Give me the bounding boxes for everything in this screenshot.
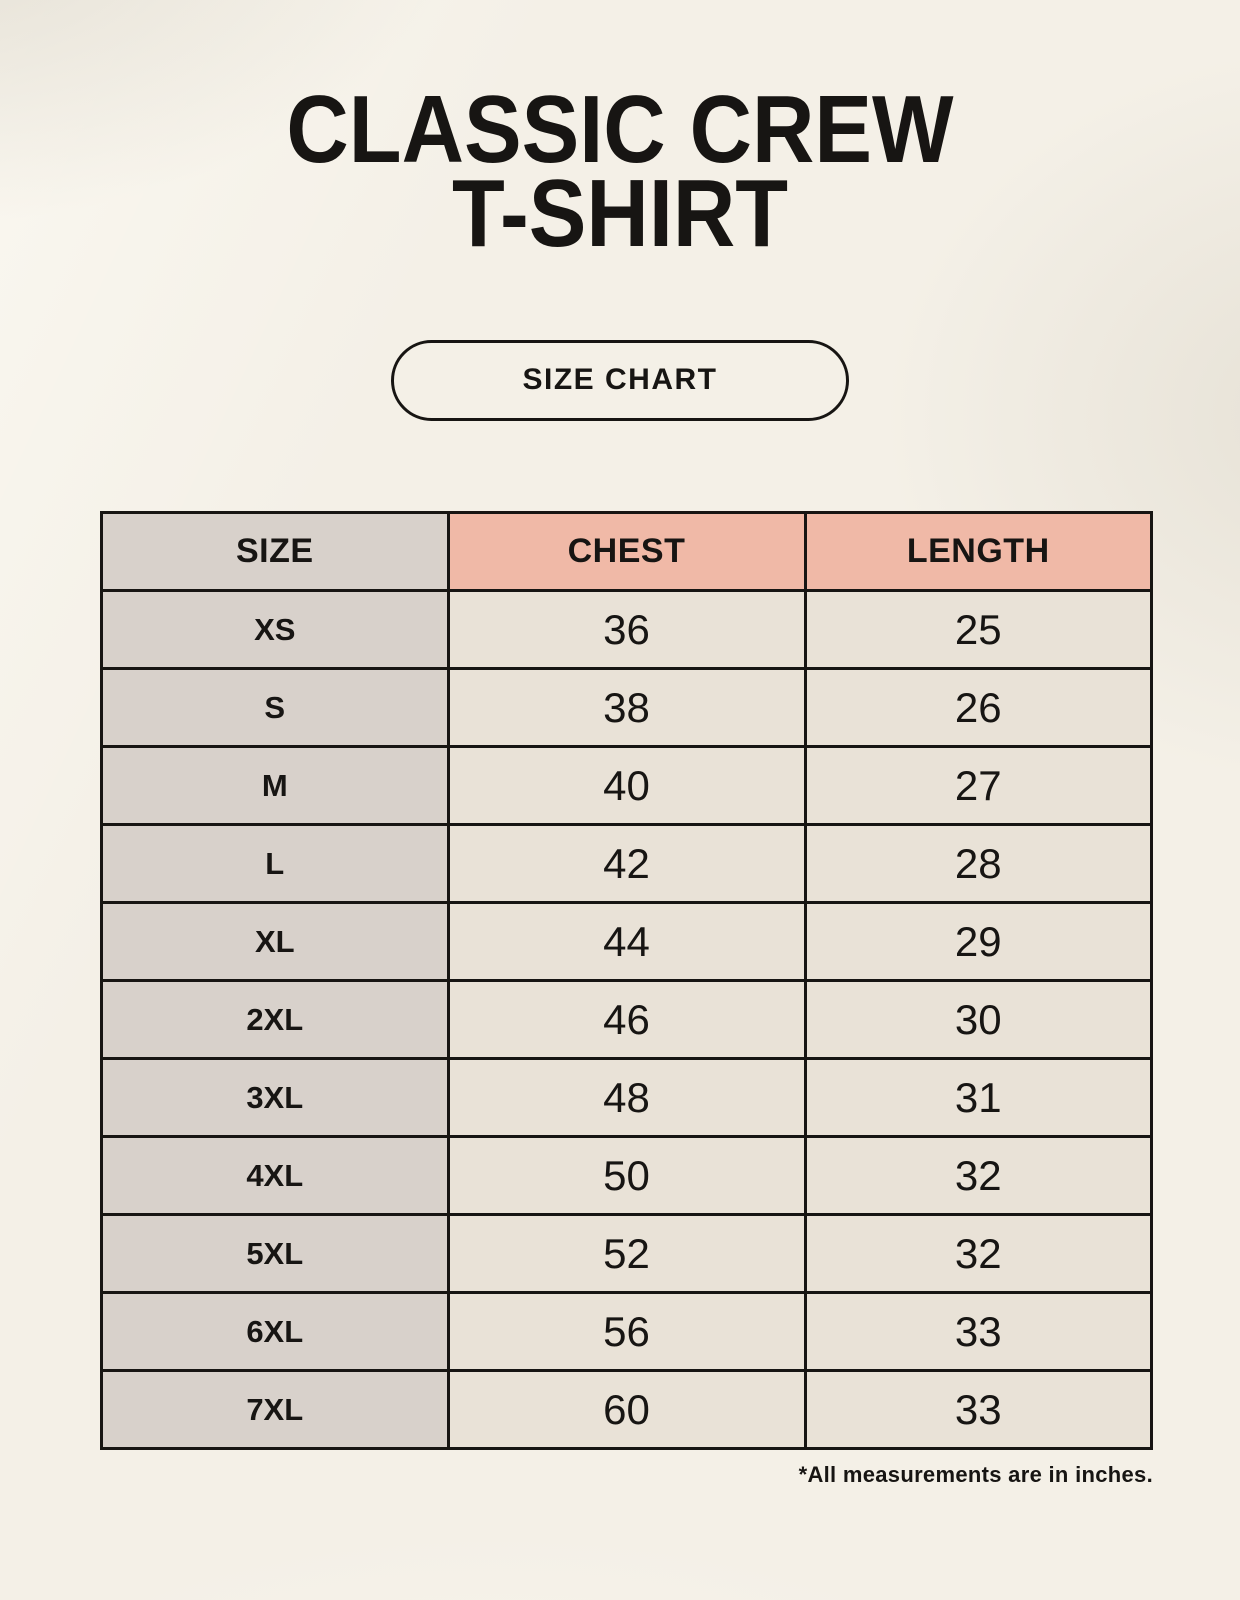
length-cell: 33 <box>803 1291 1153 1372</box>
page-title-line1: CLASSIC CREW <box>286 76 954 183</box>
table-row: XS 36 25 <box>100 589 1153 670</box>
size-cell: 3XL <box>100 1057 450 1138</box>
size-table-header: SIZE CHEST LENGTH <box>100 511 1153 592</box>
length-cell: 32 <box>803 1135 1153 1216</box>
length-cell: 30 <box>803 979 1153 1060</box>
size-cell: 6XL <box>100 1291 450 1372</box>
column-header-size: SIZE <box>100 511 450 592</box>
chest-cell: 56 <box>446 1291 807 1372</box>
size-cell: 4XL <box>100 1135 450 1216</box>
table-row: 5XL 52 32 <box>100 1213 1153 1294</box>
chest-cell: 50 <box>446 1135 807 1216</box>
length-cell: 32 <box>803 1213 1153 1294</box>
size-cell: 2XL <box>100 979 450 1060</box>
table-row: 7XL 60 33 <box>100 1369 1153 1450</box>
length-cell: 26 <box>803 667 1153 748</box>
chest-cell: 38 <box>446 667 807 748</box>
chest-cell: 52 <box>446 1213 807 1294</box>
table-row: XL 44 29 <box>100 901 1153 982</box>
size-cell: 7XL <box>100 1369 450 1450</box>
table-row: S 38 26 <box>100 667 1153 748</box>
table-row: 4XL 50 32 <box>100 1135 1153 1216</box>
page-title: CLASSIC CREW T-SHIRT <box>62 0 1178 268</box>
size-table-body: XS 36 25 S 38 26 M 40 27 L 42 28 XL 44 29 2XL 46 30 3XL 48 3… <box>100 589 1153 1450</box>
size-cell: M <box>100 745 450 826</box>
length-cell: 33 <box>803 1369 1153 1450</box>
size-cell: XL <box>100 901 450 982</box>
header-row: SIZE CHEST LENGTH <box>100 511 1153 592</box>
length-cell: 28 <box>803 823 1153 904</box>
column-header-length: LENGTH <box>803 511 1153 592</box>
length-cell: 31 <box>803 1057 1153 1138</box>
length-cell: 25 <box>803 589 1153 670</box>
length-cell: 29 <box>803 901 1153 982</box>
column-header-chest: CHEST <box>446 511 807 592</box>
table-row: L 42 28 <box>100 823 1153 904</box>
size-cell: S <box>100 667 450 748</box>
table-row: 2XL 46 30 <box>100 979 1153 1060</box>
size-cell: XS <box>100 589 450 670</box>
table-row: 6XL 56 33 <box>100 1291 1153 1372</box>
size-chart-table-container: SIZE CHEST LENGTH XS 36 25 S 38 26 M 40 27 L 42 28 X… <box>100 511 1153 1450</box>
size-chart-table: SIZE CHEST LENGTH XS 36 25 S 38 26 M 40 27 L 42 28 X… <box>100 511 1153 1450</box>
measurements-footnote: *All measurements are in inches. <box>798 1462 1153 1487</box>
table-row: 3XL 48 31 <box>100 1057 1153 1138</box>
length-cell: 27 <box>803 745 1153 826</box>
table-row: M 40 27 <box>100 745 1153 826</box>
size-cell: L <box>100 823 450 904</box>
chest-cell: 60 <box>446 1369 807 1450</box>
chest-cell: 44 <box>446 901 807 982</box>
chest-cell: 42 <box>446 823 807 904</box>
chest-cell: 46 <box>446 979 807 1060</box>
size-chart-badge: SIZE CHART <box>391 339 849 421</box>
chest-cell: 40 <box>446 745 807 826</box>
chest-cell: 48 <box>446 1057 807 1138</box>
page-title-line2: T-SHIRT <box>452 160 788 268</box>
chest-cell: 36 <box>446 589 807 670</box>
size-cell: 5XL <box>100 1213 450 1294</box>
size-chart-badge-label: SIZE CHART <box>522 363 718 397</box>
